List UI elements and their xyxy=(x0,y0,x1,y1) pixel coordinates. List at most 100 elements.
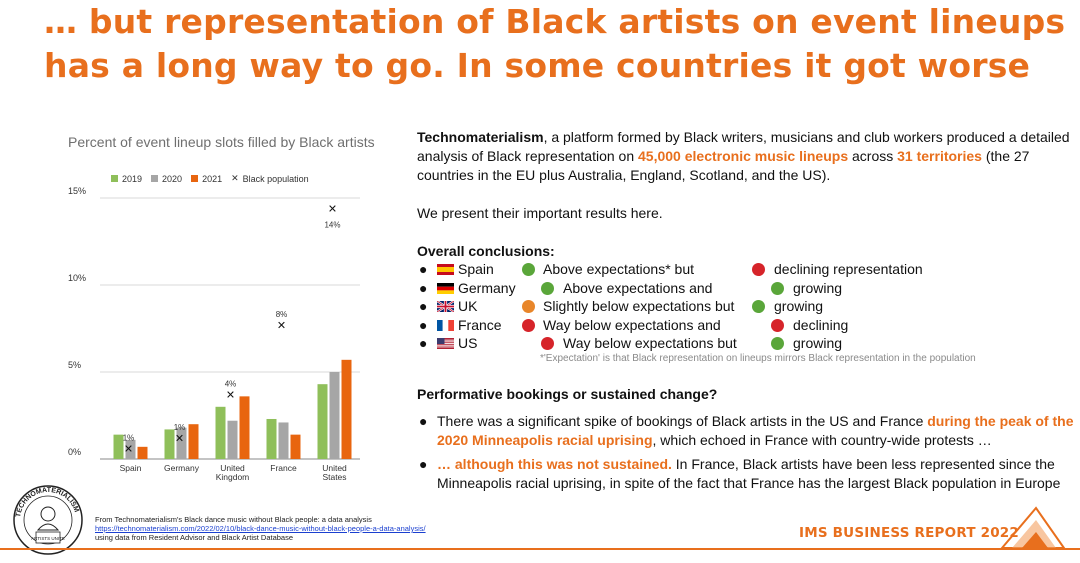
source-line3: using data from Resident Advisor and Bla… xyxy=(95,533,294,542)
marker-label: 1% xyxy=(123,434,135,443)
status-dot-icon xyxy=(522,300,535,313)
slide-title-line2: has a long way to go. In some countries … xyxy=(44,46,1031,85)
x-tick-label: Kingdom xyxy=(216,472,250,482)
performative-heading: Performative bookings or sustained chang… xyxy=(417,386,718,402)
conclusion-country: France xyxy=(437,316,502,335)
marker-label: 14% xyxy=(324,220,340,229)
performative-bullet-1: ● There was a significant spike of booki… xyxy=(417,412,1077,452)
bar-2019 xyxy=(266,418,277,459)
x-tick-label: France xyxy=(270,463,297,473)
bar-2019 xyxy=(113,434,124,459)
slide-title-line1: … but representation of Black artists on… xyxy=(44,2,1066,41)
y-tick-label: 10% xyxy=(68,273,86,283)
bullet-dot: ● xyxy=(419,413,428,429)
population-marker: ✕ xyxy=(226,389,235,402)
intro-highlight-territories: 31 territories xyxy=(897,148,982,164)
conclusion-expectation: Slightly below expectations but xyxy=(543,298,735,314)
status-dot-icon xyxy=(541,337,554,350)
intro-org: Technomaterialism xyxy=(417,129,544,145)
source-line1: From Technomaterialism's Black dance mus… xyxy=(95,515,372,524)
conclusion-trend: growing xyxy=(793,335,843,351)
legend-item-2020: 2020 xyxy=(151,174,182,184)
population-marker: ✕ xyxy=(328,202,337,215)
chart-legend: 2019 2020 2021 ✕ Black population xyxy=(111,173,309,184)
conclusion-expectation: Above expectations* but xyxy=(543,261,694,277)
conclusion-row-france: ● France Way below expectations and declini… xyxy=(417,316,1077,335)
bullet-1-highlight: during the peak of the 2020 Minneapolis … xyxy=(437,413,1074,448)
x-tick-label: States xyxy=(322,472,346,482)
y-tick-label: 15% xyxy=(68,186,86,196)
bullet-dot: ● xyxy=(419,279,428,296)
uk-flag-icon xyxy=(437,301,454,312)
chart-title: Percent of event lineup slots filled by … xyxy=(68,134,375,150)
bar-2019 xyxy=(317,384,328,459)
bullet-dot: ● xyxy=(419,298,428,314)
conclusion-trend: declining xyxy=(793,316,849,333)
conclusion-trend: growing xyxy=(793,279,843,296)
legend-swatch-2021 xyxy=(191,175,199,182)
bar-2021 xyxy=(188,424,199,459)
ims-logo-icon xyxy=(1000,506,1066,549)
spain-flag-icon xyxy=(437,264,454,275)
source-link[interactable]: https://technomaterialism.com/2022/02/10… xyxy=(95,524,426,533)
trend-dot-icon xyxy=(752,300,765,313)
legend-swatch-2019 xyxy=(111,175,118,182)
x-tick-label: Germany xyxy=(164,463,200,473)
conclusion-country: Spain xyxy=(437,260,494,279)
conclusion-country: UK xyxy=(437,297,477,316)
germany-flag-icon xyxy=(437,282,454,294)
intro-text2: across xyxy=(848,148,898,164)
us-flag-icon xyxy=(437,338,454,349)
bar-2020 xyxy=(278,422,289,459)
population-marker: ✕ xyxy=(175,432,184,445)
status-dot-icon xyxy=(541,281,554,295)
conclusion-country: US xyxy=(437,334,477,353)
legend-swatch-2020 xyxy=(151,175,159,182)
conclusions-heading: Overall conclusions: xyxy=(417,243,555,259)
conclusion-trend: declining representation xyxy=(774,261,923,277)
x-tick-label: United xyxy=(322,463,347,473)
x-tick-label: United xyxy=(220,463,245,473)
bullet-1-text: There was a significant spike of booking… xyxy=(437,413,928,429)
conclusion-expectation: Way below expectations and xyxy=(543,316,721,333)
bar-chart: 0%5%10%15%✕1%Spain✕1%Germany✕4%UnitedKin… xyxy=(68,186,360,482)
bar-2019 xyxy=(215,406,226,459)
conclusions: Overall conclusions: ● Spain Above expecta… xyxy=(417,242,1077,353)
technomaterialism-logo: TECHNOMATERIALISM ARTISTS UNITE xyxy=(13,485,83,555)
legend-item-2021: 2021 xyxy=(191,174,222,184)
trend-dot-icon xyxy=(771,318,784,332)
intro-highlight-lineups: 45,000 electronic music lineups xyxy=(638,148,849,164)
bullet-2-text: In France, Black artists have been less … xyxy=(437,456,1061,491)
france-flag-icon xyxy=(437,319,454,331)
legend-item-population: ✕ Black population xyxy=(231,173,309,184)
bar-2021 xyxy=(290,434,301,459)
y-tick-label: 0% xyxy=(68,447,81,457)
conclusion-expectation: Way below expectations but xyxy=(563,335,737,351)
status-dot-icon xyxy=(522,263,535,276)
trend-dot-icon xyxy=(771,281,784,295)
intro-text1: , a platform formed by Black writers, mu… xyxy=(417,129,1070,164)
bar-2021 xyxy=(137,446,148,459)
y-tick-label: 5% xyxy=(68,360,81,370)
marker-label: 8% xyxy=(276,310,288,319)
trend-dot-icon xyxy=(752,263,765,276)
intro-present: We present their important results here. xyxy=(417,205,663,221)
conclusion-row-germany: ● Germany Above expectations and growing xyxy=(417,279,1077,298)
bar-2020 xyxy=(329,372,340,459)
conclusion-trend: growing xyxy=(774,298,824,314)
source-citation: From Technomaterialism's Black dance mus… xyxy=(95,515,426,542)
slide-title: … but representation of Black artists on… xyxy=(44,0,1074,88)
conclusion-expectation: Above expectations and xyxy=(563,279,713,296)
conclusion-row-us: ● US Way below expectations but growing xyxy=(417,334,1077,353)
intro-text3: (the 27 countries in the EU plus Austral… xyxy=(417,148,1030,183)
performative-bullet-2: ● … although this was not sustained. In … xyxy=(417,455,1077,495)
legend-item-2019: 2019 xyxy=(111,174,142,184)
bar-2020 xyxy=(176,427,187,459)
bar-2020 xyxy=(125,439,136,459)
bullet-dot: ● xyxy=(419,456,428,472)
conclusion-country: Germany xyxy=(437,279,516,298)
bar-2021 xyxy=(341,359,352,459)
bullet-dot: ● xyxy=(419,316,428,333)
bar-2020 xyxy=(227,420,238,459)
x-tick-label: Spain xyxy=(120,463,142,473)
